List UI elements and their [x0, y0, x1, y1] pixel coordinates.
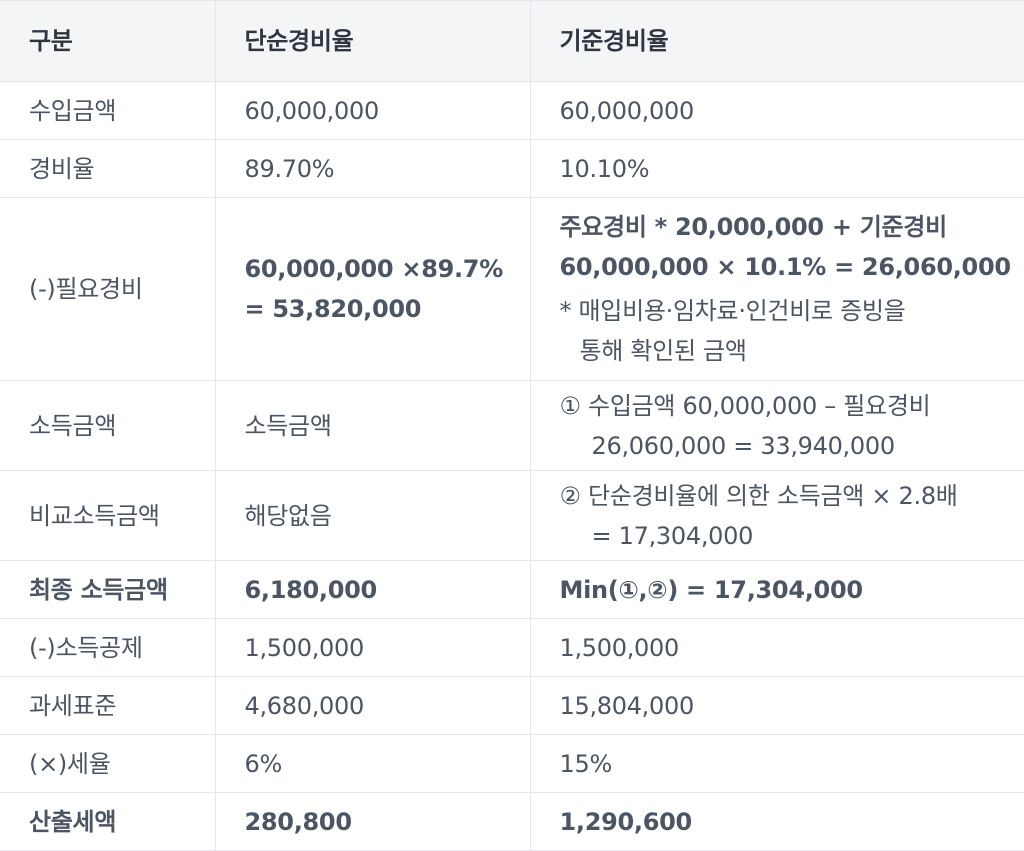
- header-simple-rate: 단순경비율: [215, 1, 530, 82]
- standard-formula-result: = 17,304,000: [560, 516, 1024, 556]
- standard-value: 60,000,000: [530, 82, 1024, 140]
- simple-value: 60,000,000 ×89.7% = 53,820,000: [215, 198, 530, 381]
- simple-formula-result: = 53,820,000: [245, 289, 530, 329]
- table-row: 비교소득금액 해당없음 ② 단순경비율에 의한 소득금액 × 2.8배 = 17…: [0, 471, 1024, 561]
- table-row: 최종 소득금액 6,180,000 Min(①,②) = 17,304,000: [0, 561, 1024, 619]
- table-row: (×)세율 6% 15%: [0, 735, 1024, 793]
- row-label: (×)세율: [0, 735, 215, 793]
- row-label: (-)필요경비: [0, 198, 215, 381]
- simple-value: 6,180,000: [215, 561, 530, 619]
- standard-value: 1,290,600: [530, 793, 1024, 851]
- header-row: 구분 단순경비율 기준경비율: [0, 1, 1024, 82]
- table-row: 산출세액 280,800 1,290,600: [0, 793, 1024, 851]
- table-row: 경비율 89.70% 10.10%: [0, 140, 1024, 198]
- header-standard-rate: 기준경비율: [530, 1, 1024, 82]
- row-label: 경비율: [0, 140, 215, 198]
- standard-value: 15%: [530, 735, 1024, 793]
- table-row: 수입금액 60,000,000 60,000,000: [0, 82, 1024, 140]
- header-category: 구분: [0, 1, 215, 82]
- table-row: (-)소득공제 1,500,000 1,500,000: [0, 619, 1024, 677]
- row-label: 비교소득금액: [0, 471, 215, 561]
- standard-value: 15,804,000: [530, 677, 1024, 735]
- table-row: 과세표준 4,680,000 15,804,000: [0, 677, 1024, 735]
- standard-value: ② 단순경비율에 의한 소득금액 × 2.8배 = 17,304,000: [530, 471, 1024, 561]
- row-label: 소득금액: [0, 381, 215, 471]
- table-row: (-)필요경비 60,000,000 ×89.7% = 53,820,000 주…: [0, 198, 1024, 381]
- row-label: 수입금액: [0, 82, 215, 140]
- simple-value: 소득금액: [215, 381, 530, 471]
- standard-value: 주요경비 * 20,000,000 + 기준경비 60,000,000 × 10…: [530, 198, 1024, 381]
- standard-value: 1,500,000: [530, 619, 1024, 677]
- simple-value: 89.70%: [215, 140, 530, 198]
- simple-formula-line: 60,000,000 ×89.7%: [245, 249, 530, 289]
- simple-value: 해당없음: [215, 471, 530, 561]
- simple-value: 60,000,000: [215, 82, 530, 140]
- row-label: (-)소득공제: [0, 619, 215, 677]
- standard-value: ① 수입금액 60,000,000 – 필요경비 26,060,000 = 33…: [530, 381, 1024, 471]
- row-label: 과세표준: [0, 677, 215, 735]
- standard-value: 10.10%: [530, 140, 1024, 198]
- standard-note: * 매입비용·임차료·인건비로 증빙을: [560, 291, 1024, 331]
- standard-value: Min(①,②) = 17,304,000: [530, 561, 1024, 619]
- row-label: 산출세액: [0, 793, 215, 851]
- simple-value: 1,500,000: [215, 619, 530, 677]
- standard-formula-line: ② 단순경비율에 의한 소득금액 × 2.8배: [560, 476, 1024, 516]
- simple-value: 280,800: [215, 793, 530, 851]
- simple-value: 6%: [215, 735, 530, 793]
- standard-note-continued: 통해 확인된 금액: [560, 331, 1024, 371]
- simple-value: 4,680,000: [215, 677, 530, 735]
- standard-formula-result: 26,060,000 = 33,940,000: [560, 426, 1024, 466]
- standard-formula-result: 60,000,000 × 10.1% = 26,060,000: [560, 247, 1024, 287]
- table-row: 소득금액 소득금액 ① 수입금액 60,000,000 – 필요경비 26,06…: [0, 381, 1024, 471]
- standard-formula-line: ① 수입금액 60,000,000 – 필요경비: [560, 386, 1024, 426]
- row-label: 최종 소득금액: [0, 561, 215, 619]
- standard-formula-line: 주요경비 * 20,000,000 + 기준경비: [560, 207, 1024, 247]
